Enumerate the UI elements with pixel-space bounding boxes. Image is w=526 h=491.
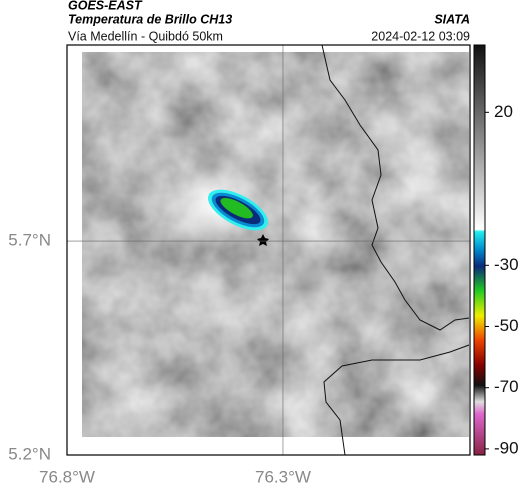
city-marker xyxy=(257,234,269,246)
map xyxy=(66,44,471,456)
lon-label: 76.3°W xyxy=(255,467,311,486)
colorbar-tick-label: -90 xyxy=(494,438,519,457)
lon-label: 76.8°W xyxy=(39,467,95,486)
colorbar-tick-label: -70 xyxy=(494,377,519,396)
satellite-image xyxy=(82,52,469,437)
lat-label: 5.7°N xyxy=(8,230,51,249)
title: GOES-EAST xyxy=(68,0,143,12)
colorbar-tick-label: -50 xyxy=(494,316,519,335)
source: SIATA xyxy=(434,12,470,26)
region: Vía Medellín - Quibdó 50km xyxy=(68,29,223,43)
colorbar xyxy=(473,44,486,456)
convective-cloud xyxy=(208,189,268,231)
border xyxy=(321,44,470,331)
subtitle: Temperatura de Brillo CH13 xyxy=(68,12,232,26)
cloud-core xyxy=(220,197,253,219)
map-frame xyxy=(66,44,471,456)
border xyxy=(323,344,470,456)
lat-label: 5.2°N xyxy=(8,444,51,463)
colorbar-tick-label: -30 xyxy=(494,255,519,274)
datetime: 2024-02-12 03:09 xyxy=(371,29,470,43)
colorbar-tick-label: 20 xyxy=(494,102,513,121)
